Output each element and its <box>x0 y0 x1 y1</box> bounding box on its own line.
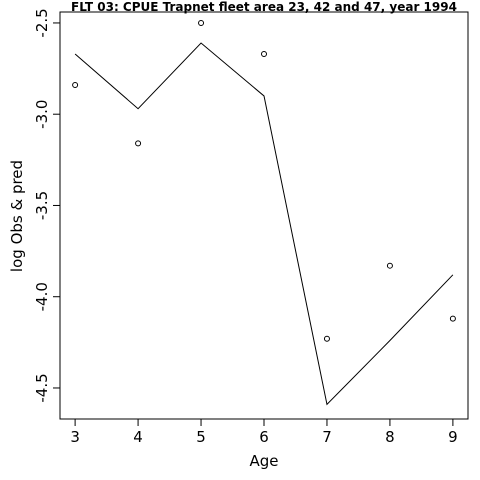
y-axis: -2.5 -3.0 -3.5 -4.0 -4.5 <box>33 8 61 403</box>
predicted-series-line <box>74 42 454 406</box>
observed-point <box>449 315 456 322</box>
y-tick-label: -3.5 <box>33 191 51 220</box>
x-tick-label: 8 <box>385 428 395 446</box>
observed-point <box>323 335 330 342</box>
plot-area-frame <box>59 11 469 420</box>
y-tick-label: -4.5 <box>33 373 51 402</box>
x-tick-label: 9 <box>448 428 458 446</box>
y-tick-label: -2.5 <box>33 8 51 37</box>
x-tick-label: 6 <box>259 428 269 446</box>
observed-point <box>135 140 142 147</box>
x-tick-label: 5 <box>196 428 206 446</box>
y-tick-label: -3.0 <box>33 100 51 129</box>
y-tick-label: -4.0 <box>33 282 51 311</box>
observed-point <box>386 262 393 269</box>
observed-point <box>72 82 79 89</box>
chart-title: FLT 03: CPUE Trapnet fleet area 23, 42 a… <box>71 0 457 14</box>
observed-point <box>198 19 205 26</box>
x-tick-label: 7 <box>322 428 332 446</box>
x-axis: 3 4 5 6 7 8 9 <box>70 418 458 446</box>
x-tick-label: 4 <box>133 428 143 446</box>
y-axis-label: log Obs & pred <box>8 160 26 272</box>
x-axis-label: Age <box>249 452 278 470</box>
observed-point <box>261 50 267 57</box>
x-tick-label: 3 <box>70 428 80 446</box>
series-layer <box>72 19 456 406</box>
